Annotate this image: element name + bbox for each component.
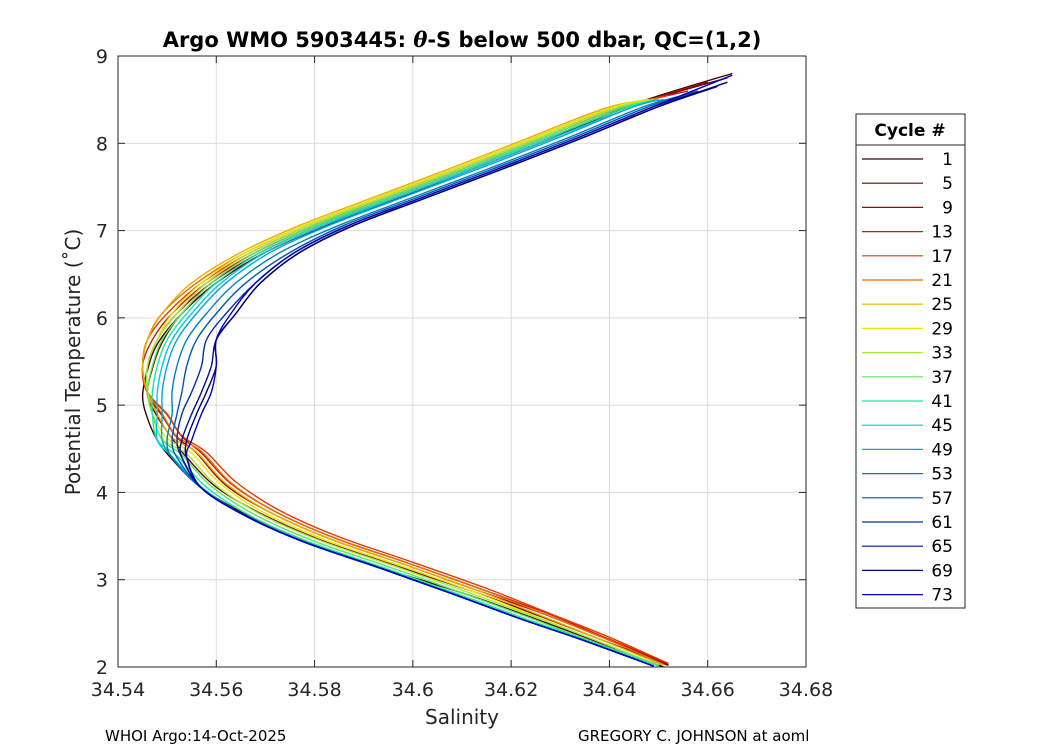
y-tick-label: 9 [96, 46, 108, 68]
footer-left: WHOI Argo:14-Oct-2025 [105, 727, 286, 745]
legend-label: 45 [931, 416, 953, 436]
y-tick-label: 3 [96, 570, 108, 592]
x-tick-label: 34.58 [287, 679, 341, 701]
legend-label: 25 [931, 295, 953, 315]
legend-label: 65 [931, 537, 953, 557]
legend-label: 13 [931, 223, 953, 243]
legend-entries: 1 5 9 13 17 21 25 29 33 37 41 45 49 53 57 61 65 69 73 [862, 150, 953, 606]
plot-frame [117, 55, 807, 668]
legend-label: 1 [942, 150, 953, 170]
x-tick-label: 34.56 [189, 679, 243, 701]
x-tick-label: 34.68 [779, 679, 833, 701]
legend: Cycle # 1 5 9 13 17 21 25 29 33 37 41 45 49 53 57 61 65 6… [855, 113, 966, 609]
x-tick-label: 34.6 [392, 679, 434, 701]
legend-label: 33 [931, 344, 953, 364]
profile-cycle-73 [185, 74, 733, 667]
x-axis-label: Salinity [425, 705, 499, 729]
footer-right: GREGORY C. JOHNSON at aoml [578, 727, 809, 745]
legend-label: 61 [931, 513, 953, 533]
profile-cycle-41 [151, 98, 659, 667]
x-axis-ticks: 34.54 34.56 34.58 34.6 34.62 34.64 34.66 34.68 [91, 56, 833, 701]
legend-label: 53 [931, 465, 953, 485]
legend-label: 37 [931, 368, 953, 388]
legend-box [855, 113, 966, 609]
profile-lines [141, 72, 733, 668]
y-tick-label: 4 [96, 482, 108, 504]
y-tick-label: 2 [96, 657, 108, 679]
legend-label: 73 [931, 586, 953, 606]
y-axis-ticks: 2 3 4 5 6 7 8 9 [96, 46, 806, 679]
legend-label: 57 [931, 489, 953, 509]
y-tick-label: 6 [96, 308, 108, 330]
legend-label: 69 [931, 561, 953, 581]
legend-title: Cycle # [874, 121, 945, 141]
x-tick-label: 34.54 [91, 679, 145, 701]
y-tick-label: 7 [96, 221, 108, 243]
legend-label: 21 [931, 271, 953, 291]
profile-cycle-37 [146, 98, 659, 666]
legend-label: 5 [942, 174, 953, 194]
chart-title: Argo WMO 5903445: θ-S below 500 dbar, QC… [163, 27, 762, 52]
legend-label: 41 [931, 392, 953, 412]
plot-area [118, 56, 806, 667]
y-tick-label: 8 [96, 133, 108, 155]
grid [117, 55, 807, 668]
x-tick-label: 34.66 [681, 679, 735, 701]
legend-label: 49 [931, 440, 953, 460]
legend-label: 9 [942, 198, 953, 218]
x-tick-label: 34.64 [582, 679, 636, 701]
legend-label: 17 [931, 247, 953, 267]
legend-label: 29 [931, 319, 953, 339]
x-tick-label: 34.62 [484, 679, 538, 701]
y-tick-label: 5 [96, 395, 108, 417]
y-axis-label: Potential Temperature (˚C) [61, 229, 85, 496]
